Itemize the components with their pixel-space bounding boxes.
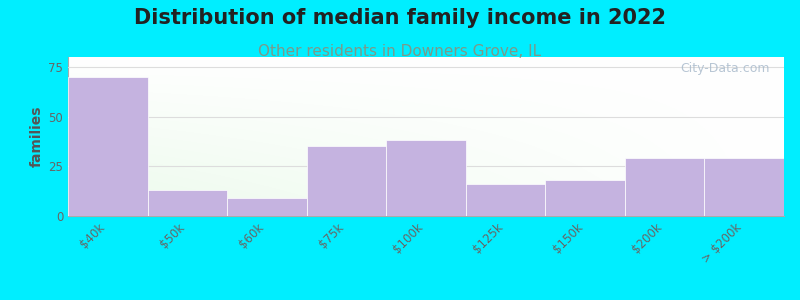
Text: Distribution of median family income in 2022: Distribution of median family income in …	[134, 8, 666, 28]
Bar	[147, 190, 227, 216]
Bar	[625, 158, 705, 216]
Bar	[68, 77, 147, 216]
Text: Other residents in Downers Grove, IL: Other residents in Downers Grove, IL	[258, 44, 542, 59]
Bar	[546, 180, 625, 216]
Bar	[386, 140, 466, 216]
Bar	[227, 198, 306, 216]
Text: City-Data.com: City-Data.com	[680, 62, 770, 75]
Bar	[705, 158, 784, 216]
Bar	[306, 146, 386, 216]
Y-axis label: families: families	[30, 106, 44, 167]
Bar	[466, 184, 546, 216]
